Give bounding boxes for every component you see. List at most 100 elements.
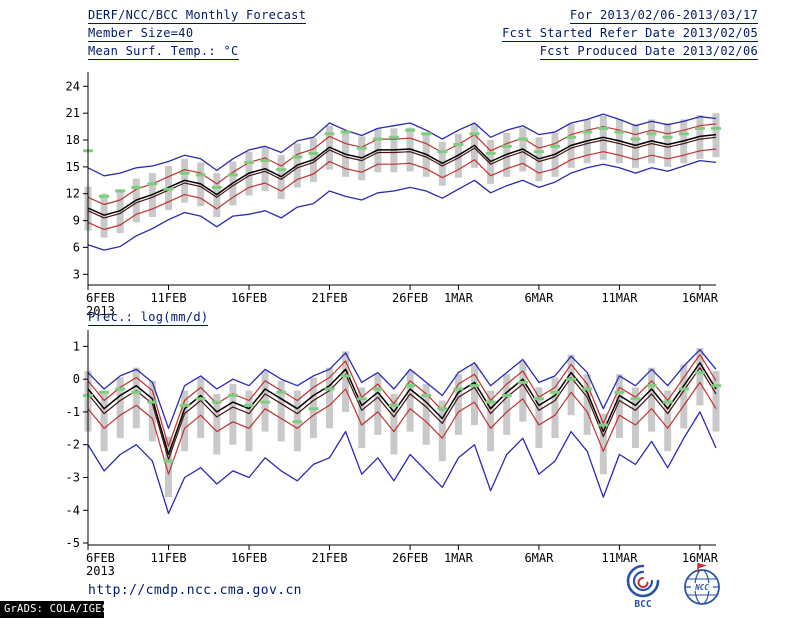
observation-dash (501, 144, 512, 148)
x-tick-sublabel: 2013 (86, 564, 115, 578)
spread-bar (632, 387, 639, 448)
observation-dash (308, 151, 319, 155)
spread-bar (712, 371, 720, 432)
temp-chart-title: Mean Surf. Temp.: °C (88, 44, 239, 60)
spread-bar (342, 351, 350, 412)
observation-dash (147, 400, 158, 404)
ensemble-spread-bars (84, 348, 720, 498)
y-tick-label: -4 (66, 503, 80, 517)
y-tick-label: 0 (73, 372, 80, 386)
x-tick-label: 6MAR (524, 291, 554, 305)
observation-dash (421, 132, 432, 136)
spread-bar (583, 374, 591, 435)
spread-bar (519, 361, 527, 422)
ensemble-mean-line (87, 133, 717, 216)
spread-bar (422, 384, 430, 445)
ensemble-mean-line (87, 362, 717, 456)
spread-bar (116, 377, 124, 439)
observation-dash (405, 384, 416, 388)
observation-dash (533, 150, 544, 154)
spread-bar (696, 348, 704, 406)
spread-bar (615, 374, 623, 439)
observation-dash (550, 390, 560, 394)
observation-dash (324, 132, 335, 136)
observation-dash (388, 135, 399, 139)
observation-dash (276, 390, 287, 394)
observation-dash (550, 144, 560, 148)
observation-dash (421, 394, 432, 397)
source-url: http://cmdp.ncc.cma.gov.cn (88, 583, 302, 598)
ensemble-max-line (87, 113, 717, 177)
observation-dash (517, 137, 528, 141)
precip-chart-title: Prec.: log(mm/d) (88, 310, 209, 326)
x-tick-label: 16FEB (231, 291, 267, 305)
spread-bar (406, 371, 414, 432)
line-series (87, 113, 717, 251)
spread-bar (132, 367, 140, 429)
observation-dash (662, 400, 673, 404)
observation-dash (211, 185, 222, 189)
observation-dash (614, 390, 625, 394)
observation-dash (115, 387, 126, 391)
produced-date-label: Fcst Produced Date 2013/02/06 (539, 44, 758, 60)
observation-dash (340, 374, 351, 378)
observation-dash (662, 135, 673, 139)
x-tick-label: 21FEB (311, 291, 347, 305)
x-tick-sublabel: 2013 (86, 304, 115, 318)
x-tick-label: 6MAR (524, 551, 554, 565)
observation-dash (260, 400, 271, 404)
observation-dash (453, 143, 464, 146)
ncc-flag (698, 563, 707, 569)
observation-dash (582, 387, 593, 391)
observation-dash (99, 390, 110, 394)
spread-bar (680, 364, 688, 429)
observation-dash (469, 384, 480, 388)
spread-bar (229, 384, 237, 445)
observation-dash (372, 137, 383, 141)
spread-bar (567, 354, 575, 416)
observation-dash (115, 189, 126, 193)
spread-bar (664, 390, 672, 452)
observation-dash (517, 380, 528, 384)
x-tick-label: 16FEB (231, 551, 267, 565)
header-left: DERF/NCC/BCC Monthly Forecast Member Siz… (88, 6, 307, 60)
observation-dash (501, 394, 512, 397)
observation-dash (646, 132, 657, 136)
observation-dash (195, 397, 206, 401)
spread-bar (245, 390, 253, 452)
observation-dash (711, 126, 721, 130)
lower-quartile-line (87, 148, 717, 231)
x-tick-label: 11MAR (601, 551, 638, 565)
header-right: For 2013/02/06-2013/03/17 Fcst Started R… (502, 6, 758, 60)
observation-dash (582, 130, 593, 134)
observation-dash (533, 397, 544, 401)
observation-dash (485, 400, 496, 404)
ncc-logo-label: NCC (694, 583, 709, 592)
spread-bar (535, 387, 543, 448)
spread-bar (551, 377, 559, 439)
y-tick-label: 15 (66, 160, 80, 174)
spread-bar (503, 374, 511, 435)
line-series (87, 349, 717, 515)
observation-dash (131, 390, 142, 394)
observation-dash (566, 377, 577, 381)
y-tick-label: 3 (73, 267, 80, 281)
bcc-logo: BCC (626, 564, 660, 610)
y-tick-label: 6 (73, 240, 80, 254)
x-tick-label: 16MAR (682, 291, 719, 305)
observation-dash (227, 394, 238, 397)
spread-bar (487, 390, 495, 452)
observation-dash (372, 387, 383, 391)
observation-dash (292, 420, 303, 424)
spread-bar (599, 413, 607, 475)
x-tick-label: 1MAR (444, 551, 474, 565)
spread-bar (181, 390, 189, 452)
observation-dash (163, 459, 174, 463)
x-tick-label: 6FEB (86, 551, 115, 565)
observation-dash (179, 171, 190, 175)
observation-dash (163, 187, 174, 191)
